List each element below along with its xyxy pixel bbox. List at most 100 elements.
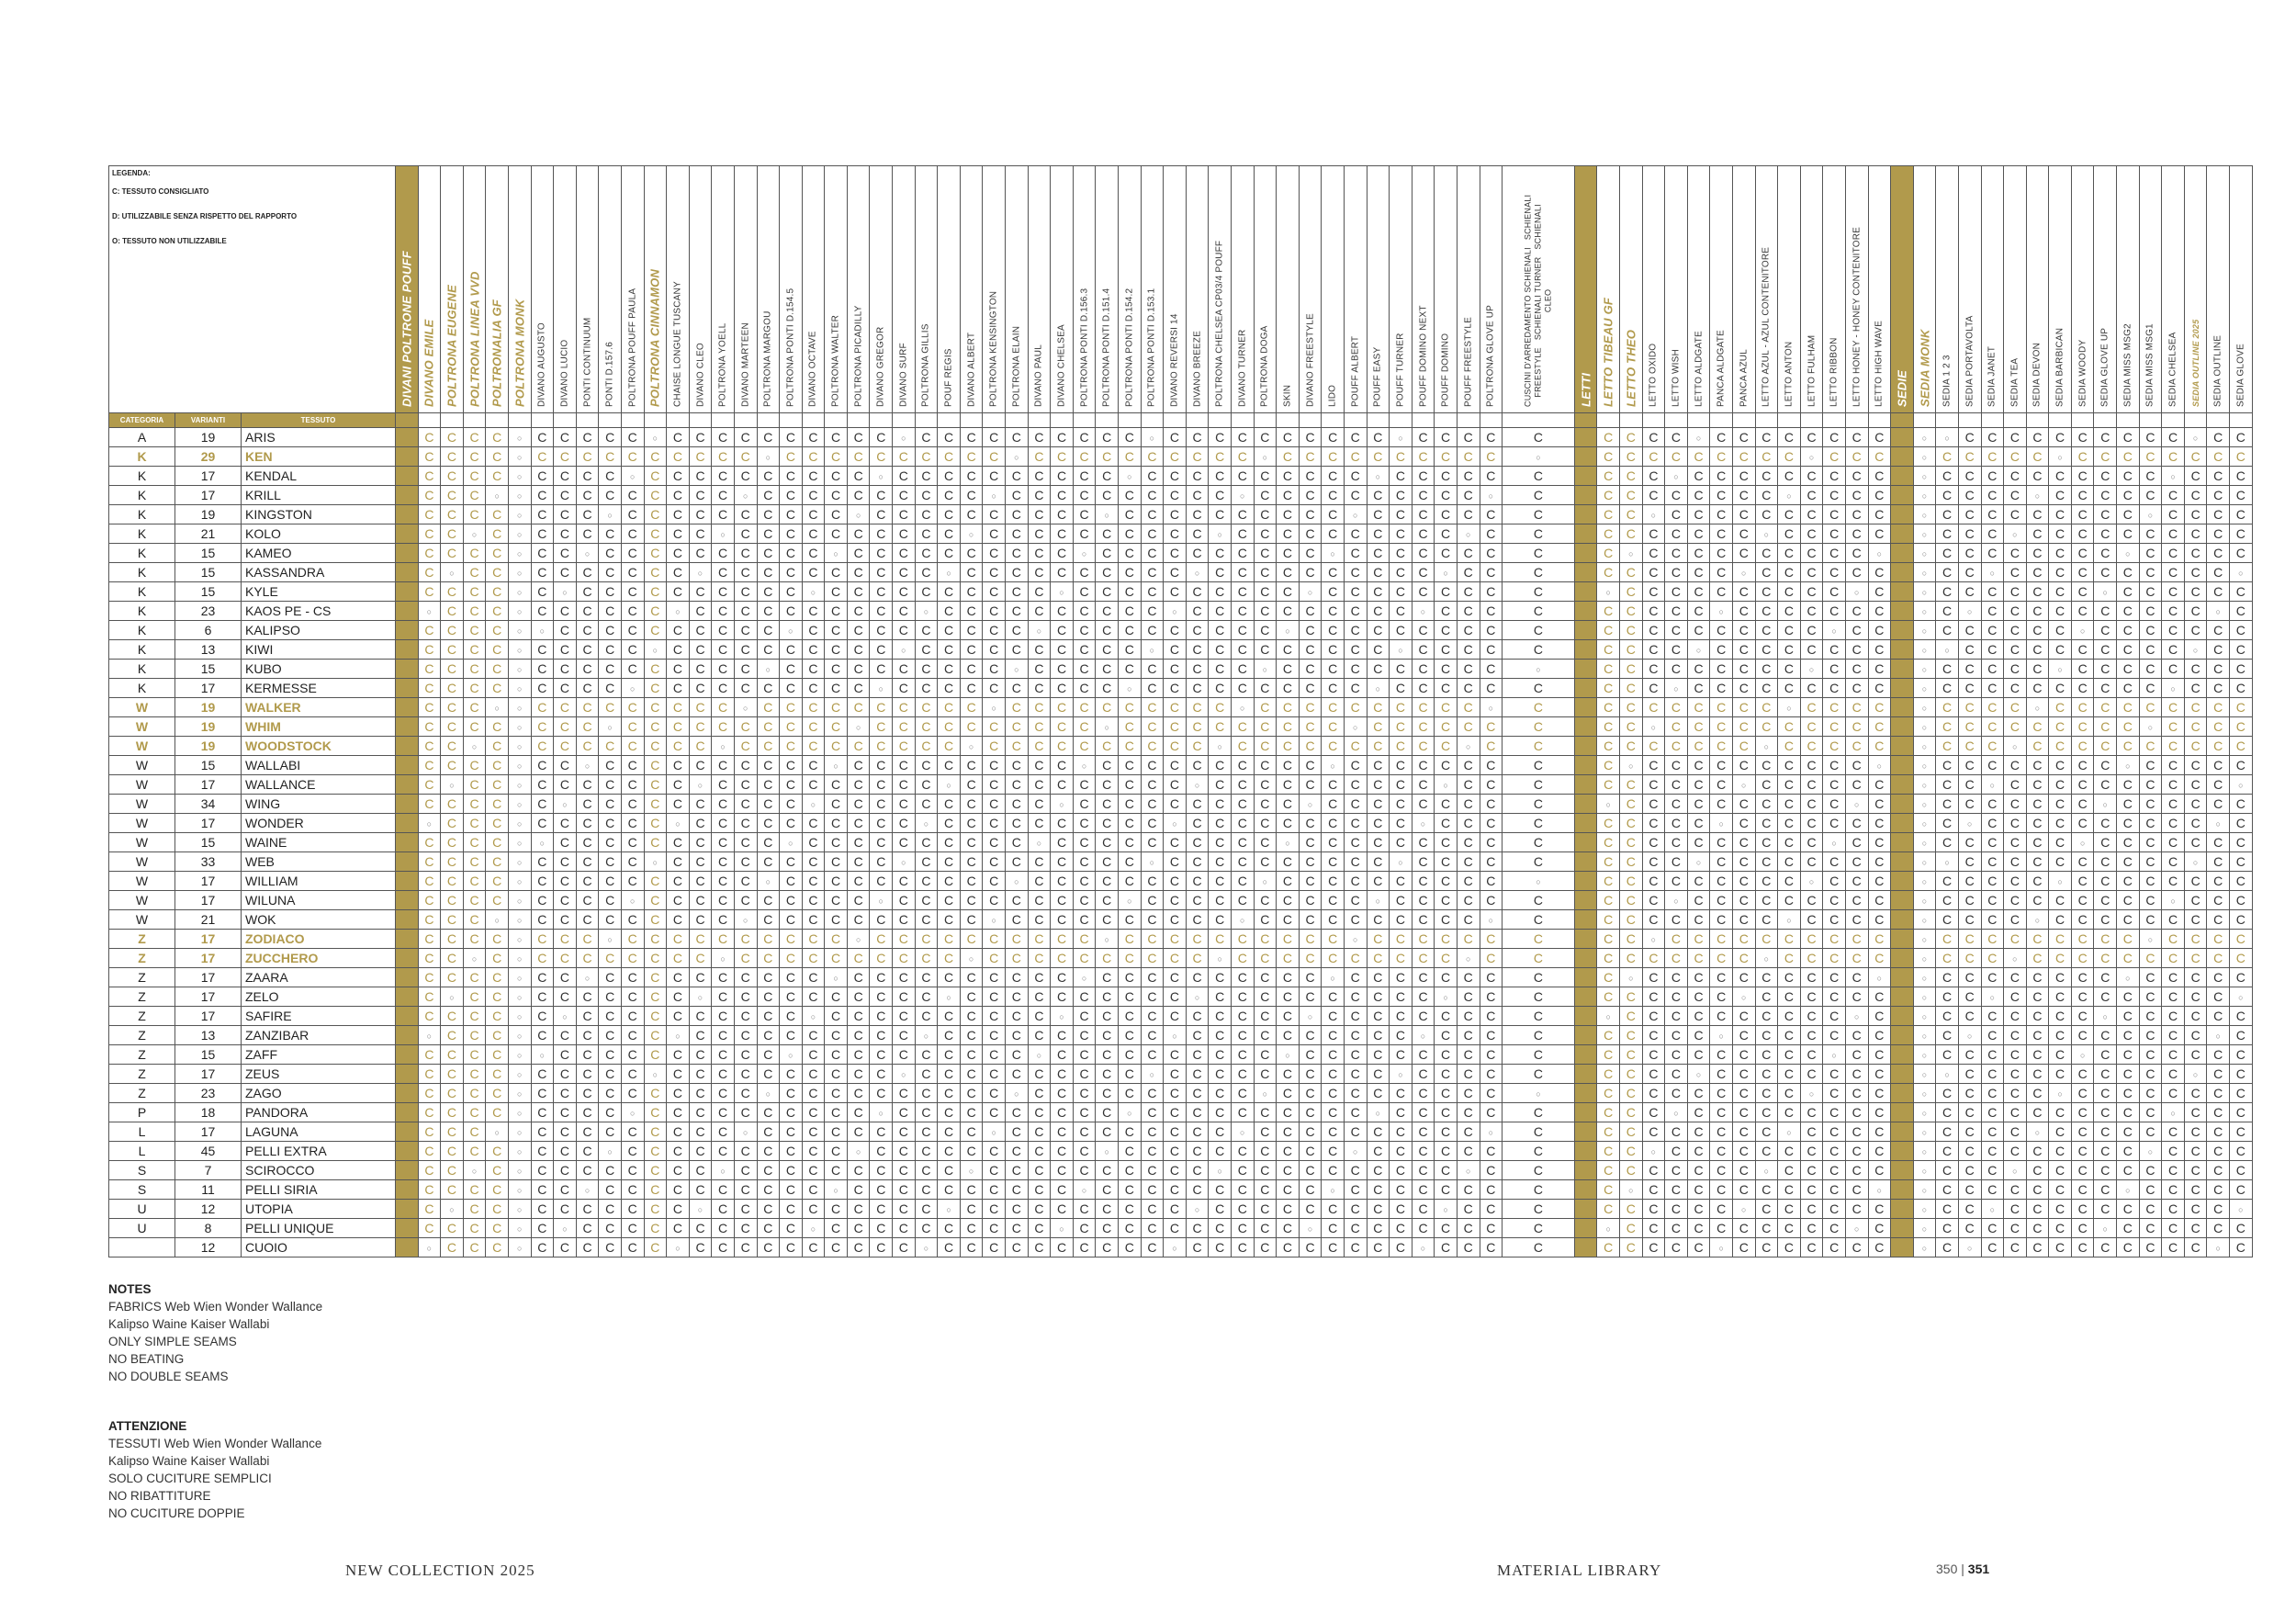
not-usable-icon: ○ — [1921, 530, 1928, 539]
compatibility-cell: C — [1298, 697, 1322, 717]
compatibility-cell: C — [462, 890, 487, 910]
compatibility-cell: C — [1389, 813, 1412, 833]
compatibility-cell: C — [801, 524, 826, 544]
compatibility-cell — [395, 909, 419, 930]
recommended-icon: C — [763, 777, 773, 792]
not-usable-icon: ○ — [1014, 665, 1019, 674]
compatibility-cell: C — [485, 813, 509, 833]
recommended-icon: C — [718, 893, 728, 908]
recommended-icon: C — [1874, 854, 1885, 869]
compatibility-cell: C — [553, 987, 577, 1007]
not-usable-icon: ○ — [1628, 974, 1634, 983]
compatibility-cell: ○ — [1185, 774, 1210, 795]
compatibility-cell: C — [2025, 427, 2050, 447]
compatibility-cell: C — [756, 832, 781, 852]
compatibility-cell: C — [643, 890, 668, 910]
compatibility-cell: C — [2048, 774, 2072, 795]
compatibility-cell: C — [914, 427, 939, 447]
recommended-icon: C — [492, 468, 502, 483]
compatibility-cell: C — [1456, 813, 1480, 833]
recommended-icon: C — [1441, 661, 1451, 676]
recommended-icon: C — [650, 546, 660, 560]
recommended-icon: C — [785, 546, 795, 560]
compatibility-cell: C — [1731, 466, 1756, 486]
compatibility-cell: C — [959, 659, 984, 679]
recommended-icon: C — [2100, 854, 2110, 869]
recommended-icon: C — [2190, 526, 2200, 541]
recommended-icon: C — [1282, 449, 1293, 464]
compatibility-cell: C — [1027, 909, 1052, 930]
recommended-icon: C — [1215, 507, 1225, 522]
recommended-icon: C — [2190, 584, 2200, 599]
compatibility-cell: C — [1366, 562, 1390, 582]
recommended-icon: C — [2032, 507, 2043, 522]
not-usable-icon: ○ — [517, 626, 523, 636]
recommended-icon: C — [876, 874, 886, 888]
recommended-icon: C — [740, 565, 750, 580]
header-spacer — [711, 412, 735, 428]
compatibility-cell: C — [1686, 871, 1711, 891]
column-label: LIDO — [1327, 384, 1338, 407]
compatibility-cell: C — [1434, 948, 1458, 968]
compatibility-cell: ○ — [1912, 813, 1937, 833]
compatibility-cell: C — [1411, 736, 1435, 756]
column-header: POLTRONA PONTI D.156.3 — [1072, 165, 1097, 413]
recommended-icon: C — [1373, 488, 1383, 502]
column-header: SEDIA JANET — [1980, 165, 2005, 413]
recommended-icon: C — [2235, 951, 2245, 965]
recommended-icon: C — [1784, 854, 1795, 869]
recommended-icon: C — [2100, 931, 2110, 946]
compatibility-cell: C — [2093, 678, 2118, 698]
column-header: LETTO TIBEAU GF — [1596, 165, 1620, 413]
compatibility-cell: C — [914, 851, 939, 872]
compatibility-cell: C — [553, 909, 577, 930]
recommended-icon: C — [1964, 488, 1975, 502]
compatibility-cell: C — [1664, 524, 1688, 544]
recommended-icon: C — [1305, 603, 1315, 618]
recommended-icon: C — [1874, 719, 1885, 734]
recommended-icon: C — [1147, 488, 1157, 502]
compatibility-cell: C — [1095, 813, 1119, 833]
recommended-icon: C — [605, 681, 615, 695]
not-usable-icon: ○ — [1921, 665, 1928, 674]
compatibility-cell: C — [1935, 466, 1959, 486]
recommended-icon: C — [1463, 758, 1473, 773]
recommended-icon: C — [898, 816, 908, 830]
compatibility-cell: C — [982, 446, 1007, 467]
compatibility-cell: C — [1709, 659, 1733, 679]
recommended-icon: C — [2190, 796, 2200, 811]
recommended-icon: C — [1761, 700, 1772, 715]
compatibility-cell: C — [1185, 639, 1210, 660]
recommended-icon: C — [1056, 681, 1067, 695]
compatibility-cell: C — [959, 581, 984, 602]
compatibility-cell: C — [1321, 485, 1345, 505]
recommended-icon: C — [1626, 526, 1636, 541]
recommended-icon: C — [1441, 796, 1451, 811]
compatibility-cell: C — [417, 659, 442, 679]
compatibility-cell: ○ — [1411, 813, 1435, 833]
recommended-icon: C — [492, 681, 502, 695]
compatibility-cell: C — [2183, 620, 2208, 640]
recommended-icon: C — [1215, 874, 1225, 888]
not-usable-icon: ○ — [1921, 472, 1928, 481]
compatibility-cell: C — [2093, 504, 2118, 524]
compatibility-cell: C — [869, 504, 894, 524]
not-usable-icon: ○ — [1921, 549, 1928, 558]
compatibility-cell: C — [1754, 774, 1779, 795]
compatibility-cell: C — [1686, 562, 1711, 582]
compatibility-cell: C — [1641, 446, 1666, 467]
compatibility-cell: C — [1208, 794, 1232, 814]
header-spacer — [756, 412, 781, 428]
recommended-icon: C — [1056, 526, 1067, 541]
not-usable-icon: ○ — [1741, 781, 1747, 790]
recommended-icon: C — [1626, 874, 1636, 888]
recommended-icon: C — [1626, 565, 1636, 580]
compatibility-cell: C — [1434, 620, 1458, 640]
recommended-icon: C — [446, 681, 457, 695]
compatibility-cell: C — [1140, 524, 1165, 544]
recommended-icon: C — [2100, 661, 2110, 676]
recommended-icon: C — [559, 989, 570, 1004]
compatibility-cell: ○ — [1867, 543, 1892, 563]
compatibility-cell: C — [1253, 967, 1277, 987]
recommended-icon: C — [1987, 546, 1998, 560]
